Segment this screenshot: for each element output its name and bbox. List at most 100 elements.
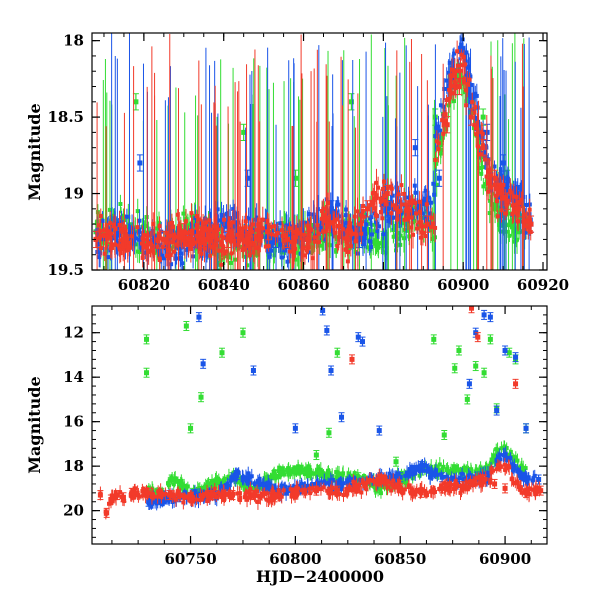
bottom-data-point (178, 482, 183, 487)
top-data-point (157, 220, 162, 225)
bottom-data-point (404, 481, 409, 486)
bottom-data-point (494, 447, 499, 452)
top-data-point (287, 226, 292, 231)
top-data-point (514, 227, 519, 232)
top-data-point (501, 223, 506, 228)
top-data-point (401, 236, 406, 241)
top-data-point (481, 184, 486, 189)
bottom-data-point (304, 470, 309, 475)
top-data-point (499, 186, 504, 191)
top-data-point (492, 164, 497, 169)
top-data-point (486, 181, 491, 186)
top-data-point (347, 246, 352, 251)
top-data-point (518, 213, 523, 218)
bottom-data-point (417, 473, 422, 478)
top-data-point (167, 247, 172, 252)
top-data-point (166, 233, 171, 238)
top-data-point (269, 232, 274, 237)
top-data-point (288, 231, 293, 236)
top-data-point (185, 223, 190, 228)
top-data-point (356, 236, 362, 242)
top-data-point (156, 248, 161, 253)
bottom-data-point (511, 458, 516, 463)
bottom-data-point (445, 467, 450, 472)
bottom-data-point (308, 470, 313, 475)
top-data-point (450, 67, 455, 72)
top-data-point (172, 236, 177, 241)
bottom-data-point (279, 470, 284, 475)
top-data-point (451, 58, 456, 63)
top-data-point (280, 228, 285, 233)
top-data-point (370, 191, 375, 196)
top-data-point (380, 216, 385, 221)
bottom-data-point (238, 477, 243, 482)
top-data-point (470, 111, 475, 116)
top-data-point (461, 55, 466, 60)
top-data-point (479, 171, 484, 176)
top-data-point (478, 152, 483, 157)
bottom-data-point (282, 472, 287, 477)
top-data-point (402, 217, 407, 222)
top-data-point (398, 233, 403, 238)
top-data-point (434, 125, 439, 130)
bottom-data-point (215, 480, 220, 485)
top-data-point (240, 248, 245, 253)
bottom-data-point (473, 363, 479, 369)
bottom-data-point (523, 466, 528, 471)
top-data-point (98, 251, 103, 256)
top-data-point (285, 259, 290, 264)
bottom-data-point (464, 468, 469, 473)
top-data-point (323, 219, 328, 224)
top-y-tick-label: 18 (63, 32, 84, 50)
top-data-point (496, 185, 501, 190)
bottom-data-point (452, 464, 457, 469)
top-data-point (429, 215, 434, 220)
top-data-point (418, 235, 423, 240)
top-data-point (394, 205, 399, 210)
top-data-point (97, 223, 102, 228)
top-data-point (407, 234, 412, 239)
top-data-point (334, 249, 339, 254)
top-data-point (222, 217, 227, 222)
top-data-point (381, 179, 386, 184)
top-y-tick-label: 19.5 (47, 261, 84, 279)
bottom-data-point (169, 476, 175, 482)
bottom-data-point (209, 481, 215, 487)
bottom-data-point (431, 336, 437, 342)
top-data-point (473, 91, 478, 96)
top-data-point (194, 226, 199, 231)
top-data-point (189, 211, 194, 216)
top-data-point (157, 224, 162, 229)
top-data-point (465, 82, 470, 87)
top-y-tick-label: 18.5 (47, 108, 84, 126)
top-data-point (507, 233, 512, 238)
bottom-data-point (348, 473, 353, 478)
top-data-point (134, 236, 139, 241)
top-data-point (284, 223, 289, 228)
top-data-point (352, 214, 357, 219)
top-data-point (252, 242, 257, 247)
top-data-point (175, 234, 180, 239)
top-data-point (487, 167, 492, 172)
top-data-point (500, 160, 506, 166)
bottom-data-point (217, 481, 222, 486)
top-data-point (474, 132, 479, 137)
top-data-point (164, 230, 169, 235)
bottom-data-point (376, 485, 382, 491)
top-data-point (404, 206, 410, 212)
top-data-point (148, 232, 153, 237)
top-data-point (318, 228, 323, 233)
top-data-point (501, 182, 506, 187)
bottom-data-point (489, 457, 494, 462)
top-data-point (323, 237, 328, 242)
top-data-point (157, 234, 162, 239)
top-data-point (160, 244, 165, 249)
top-data-point (255, 227, 260, 232)
top-data-point (319, 226, 324, 231)
top-data-point (108, 246, 113, 251)
top-data-point (269, 248, 274, 253)
top-data-point (96, 242, 101, 247)
top-data-point (121, 236, 127, 242)
